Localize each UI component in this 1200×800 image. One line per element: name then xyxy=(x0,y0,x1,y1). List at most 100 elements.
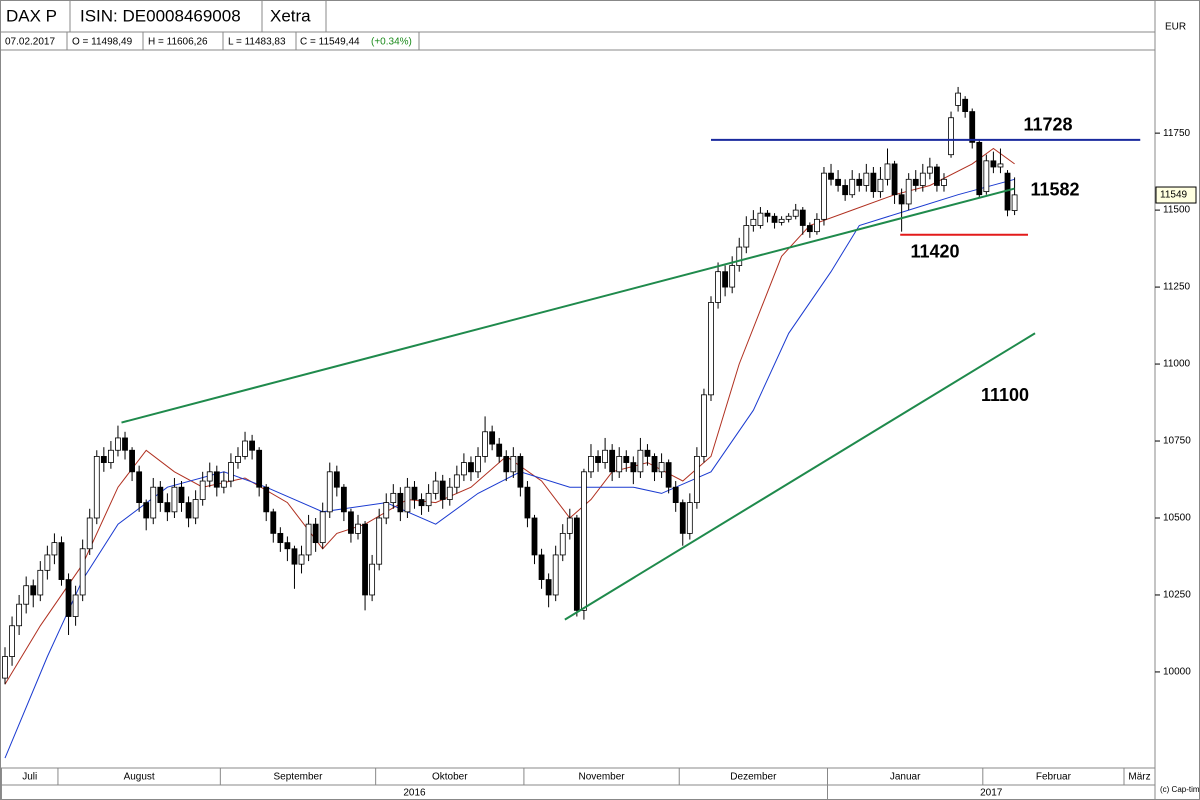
candle-body xyxy=(369,563,376,596)
candle-body xyxy=(397,492,404,513)
candle-body xyxy=(93,456,100,519)
candle-body xyxy=(305,523,312,556)
candle-body xyxy=(679,502,686,534)
candle-body xyxy=(693,456,700,503)
candle-body xyxy=(658,462,665,473)
candle-body xyxy=(348,511,354,534)
month-label: März xyxy=(1128,772,1150,783)
candle-body xyxy=(108,449,114,463)
candle-body xyxy=(115,437,121,451)
symbol: DAX P xyxy=(6,6,57,25)
candle-body xyxy=(362,523,368,596)
candle-body xyxy=(856,178,863,186)
candle-body xyxy=(976,141,983,196)
y-tick-label: 10750 xyxy=(1163,436,1191,447)
candle-body xyxy=(340,486,347,513)
candle-body xyxy=(2,656,8,679)
candle-body xyxy=(609,449,616,473)
year-label: 2016 xyxy=(403,788,426,799)
month-label: Dezember xyxy=(730,772,777,783)
annotation-label: 11582 xyxy=(1030,179,1079,199)
high: H = 11606,26 xyxy=(148,37,208,48)
low: L = 11483,83 xyxy=(228,37,286,48)
candle-body xyxy=(552,554,559,596)
candle-body xyxy=(206,471,213,482)
candle-body xyxy=(842,185,849,196)
annotation-label: 11728 xyxy=(1023,115,1072,135)
year-label: 2017 xyxy=(980,788,1003,799)
candle-body xyxy=(291,548,298,565)
candle-body xyxy=(821,172,827,220)
candle-body xyxy=(672,486,679,503)
candle-body xyxy=(750,218,757,226)
candle-body xyxy=(446,486,453,500)
candle-body xyxy=(510,456,517,473)
candle-body xyxy=(637,449,644,473)
candle-body xyxy=(453,474,460,488)
copyright: (c) Cap-timizer xyxy=(1160,785,1200,794)
candle-body xyxy=(722,271,729,288)
candle-body xyxy=(312,523,319,544)
candle-body xyxy=(870,172,877,193)
candle-body xyxy=(136,471,143,503)
candle-body xyxy=(482,431,488,457)
candle-body xyxy=(948,117,954,156)
candle-body xyxy=(785,215,792,220)
candle-body xyxy=(164,502,171,513)
candle-body xyxy=(757,212,764,226)
candle-body xyxy=(284,542,291,550)
y-tick-label: 11250 xyxy=(1163,282,1191,293)
candle-body xyxy=(503,456,510,473)
trend-line xyxy=(121,187,1015,424)
candle-body xyxy=(23,585,30,605)
candle-body xyxy=(51,542,58,556)
candle-body xyxy=(962,98,969,112)
candle-body xyxy=(100,456,107,463)
month-label: Februar xyxy=(1036,772,1072,783)
candle-body xyxy=(799,209,806,226)
month-label: August xyxy=(124,772,155,783)
y-tick-label: 11500 xyxy=(1163,205,1191,216)
isin: ISIN: DE0008469008 xyxy=(80,6,241,25)
candle-body xyxy=(934,166,940,186)
candle-body xyxy=(863,172,870,186)
candle-body xyxy=(30,585,37,596)
candle-body xyxy=(418,499,425,507)
candle-body xyxy=(891,163,898,196)
last-price-box xyxy=(1155,186,1197,204)
change: (+0.34%) xyxy=(371,37,412,48)
candle-body xyxy=(835,178,841,186)
candle-body xyxy=(941,178,947,186)
candle-body xyxy=(319,511,326,544)
candle-body xyxy=(708,302,714,396)
open: O = 11498,49 xyxy=(72,37,133,48)
candle-body xyxy=(468,462,474,473)
candle-body xyxy=(623,456,630,463)
candle-body xyxy=(997,163,1004,168)
candle-body xyxy=(729,265,736,288)
candle-body xyxy=(263,486,270,513)
month-label: Oktober xyxy=(432,772,468,783)
candle-body xyxy=(235,456,241,463)
y-tick-label: 11750 xyxy=(1163,128,1191,139)
candle-body xyxy=(79,548,86,596)
candle-body xyxy=(524,486,531,519)
y-tick-label: 10500 xyxy=(1163,513,1191,524)
candle-body xyxy=(383,502,390,519)
candle-body xyxy=(919,172,926,186)
candle-body xyxy=(9,625,15,657)
candle-body xyxy=(912,178,919,186)
candle-body xyxy=(602,449,608,463)
candle-body xyxy=(814,218,820,233)
candle-body xyxy=(665,462,672,488)
candle-body xyxy=(185,502,192,519)
candle-body xyxy=(990,160,997,168)
y-tick-label: 11000 xyxy=(1163,359,1191,370)
candle-body xyxy=(439,480,446,500)
candle-body xyxy=(644,449,651,457)
candle-body xyxy=(588,456,594,473)
candle-body xyxy=(432,480,439,494)
candle-body xyxy=(460,462,467,476)
